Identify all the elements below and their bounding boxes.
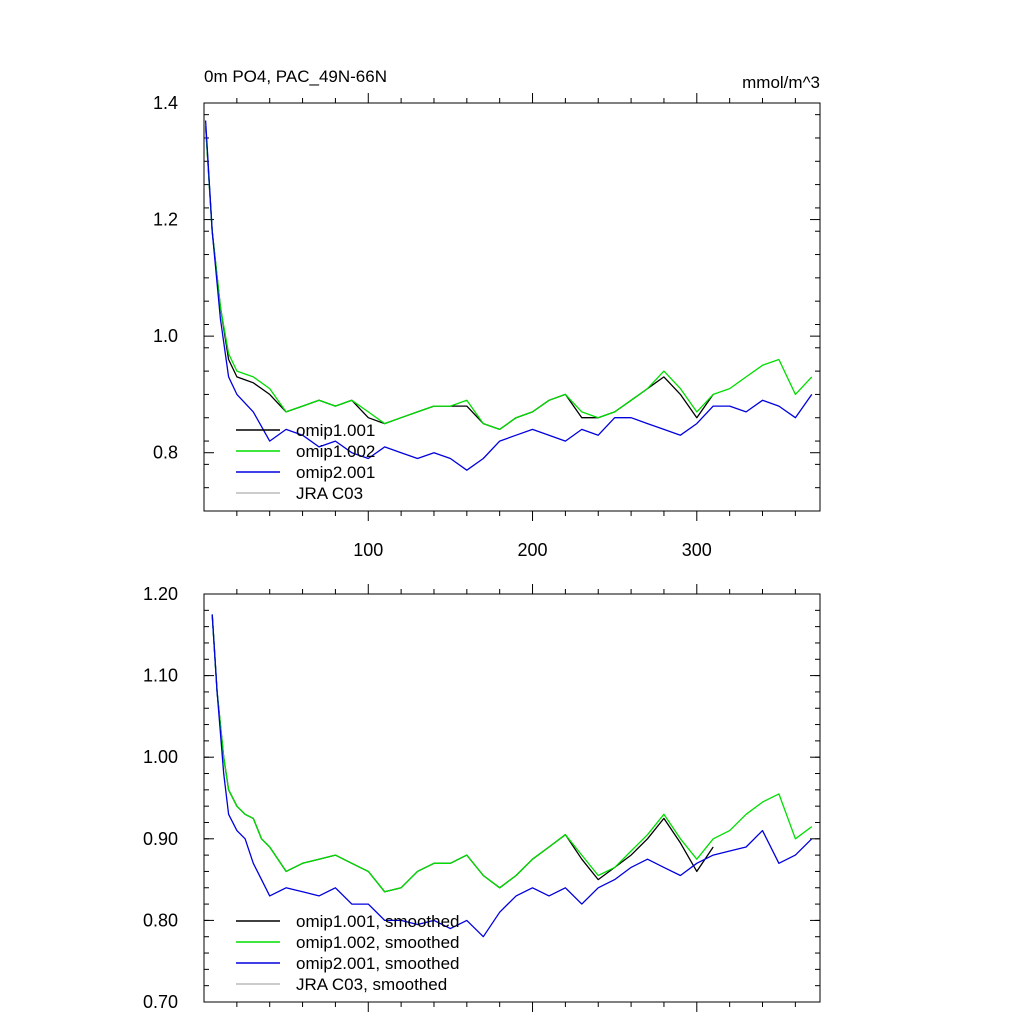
y-tick-label: 0.70: [143, 992, 178, 1012]
series-line: [211, 614, 714, 893]
bottom-axis-ticks: 0.70 0.80 0.90 1.00 1.10 1.20: [143, 584, 820, 1012]
top-plot-frame: [203, 102, 821, 512]
y-tick-label: 1.00: [143, 747, 178, 767]
y-tick-label: 1.4: [153, 93, 178, 113]
legend-label: omip1.001: [296, 421, 375, 440]
series-line: [211, 614, 813, 938]
bottom-series-group: [211, 614, 813, 938]
y-tick-label: 0.80: [143, 910, 178, 930]
bottom-panel: 0.70 0.80 0.90 1.00 1.10 1.20 omip1.001, smoo…: [143, 584, 821, 1012]
y-tick-label: 1.10: [143, 666, 178, 686]
legend-label: omip2.001, smoothed: [296, 954, 460, 973]
bottom-legend: omip1.001, smoothed omip1.002, smoothed om…: [236, 912, 460, 994]
y-tick-label: 1.2: [153, 210, 178, 230]
legend-label: omip2.001: [296, 463, 375, 482]
legend-label: omip1.001, smoothed: [296, 912, 460, 931]
bottom-plot-frame: [203, 593, 821, 1003]
top-series-group: [204, 120, 813, 471]
top-legend: omip1.001 omip1.002 omip2.001 JRA C03: [236, 421, 375, 503]
series-line: [204, 126, 714, 431]
top-axis-ticks: 0.8 1.0 1.2 1.4 100 200 300: [153, 93, 820, 560]
top-chart-units: mmol/m^3: [742, 73, 820, 92]
series-line: [211, 614, 813, 893]
series-line: [204, 120, 813, 471]
y-tick-label: 1.20: [143, 584, 178, 604]
series-line: [204, 126, 813, 431]
legend-label: JRA C03, smoothed: [296, 975, 447, 994]
x-tick-label: 200: [518, 540, 548, 560]
y-tick-label: 0.90: [143, 829, 178, 849]
legend-label: JRA C03: [296, 484, 363, 503]
x-tick-label: 300: [682, 540, 712, 560]
legend-label: omip1.002: [296, 442, 375, 461]
y-tick-label: 0.8: [153, 443, 178, 463]
x-tick-label: 100: [353, 540, 383, 560]
y-tick-label: 1.0: [153, 326, 178, 346]
top-panel: 0m PO4, PAC_49N-66N mmol/m^3 0.8 1.0 1.2 1.…: [153, 67, 821, 560]
legend-label: omip1.002, smoothed: [296, 933, 460, 952]
top-chart-title: 0m PO4, PAC_49N-66N: [204, 67, 387, 86]
